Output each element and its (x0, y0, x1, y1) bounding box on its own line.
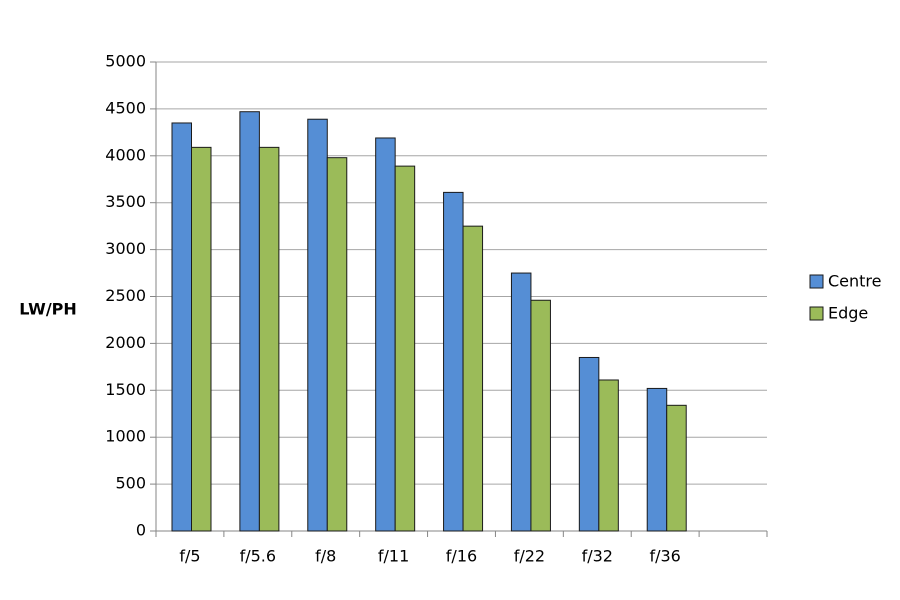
y-tick-label: 4000 (105, 145, 146, 164)
bar (307, 118, 328, 532)
y-tick-label: 3000 (105, 239, 146, 258)
bar (666, 404, 687, 532)
y-tick-label: 0 (136, 521, 146, 540)
bar (443, 191, 464, 532)
y-tick-label: 2000 (105, 333, 146, 352)
x-tick-label: f/16 (446, 547, 477, 566)
bar (394, 165, 416, 532)
legend-label: Edge (828, 304, 868, 323)
x-tick-label: f/32 (582, 547, 613, 566)
bar (171, 122, 192, 532)
legend-swatch (809, 306, 824, 321)
bar (239, 111, 260, 532)
legend-label: Centre (828, 272, 882, 291)
y-tick-label: 1500 (105, 380, 146, 399)
y-tick-label: 500 (115, 474, 146, 493)
x-tick-label: f/36 (649, 547, 680, 566)
y-tick-label: 5000 (105, 52, 146, 71)
bar (598, 379, 619, 532)
x-tick-label: f/5.6 (240, 547, 276, 566)
bar (510, 272, 532, 532)
x-tick-label: f/8 (315, 547, 336, 566)
bar (191, 146, 212, 532)
bar (530, 299, 551, 532)
x-tick-label: f/22 (514, 547, 545, 566)
bar (462, 225, 484, 532)
legend-swatch (809, 274, 824, 289)
y-tick-label: 2500 (105, 286, 146, 305)
y-tick-label: 3500 (105, 192, 146, 211)
bar (258, 146, 280, 532)
x-tick-label: f/5 (179, 547, 200, 566)
bar (578, 356, 600, 532)
bar (646, 387, 668, 532)
bar (326, 157, 348, 532)
y-axis-label: LW/PH (19, 300, 77, 319)
y-tick-label: 1000 (105, 427, 146, 446)
y-tick-label: 4500 (105, 98, 146, 117)
bar (375, 137, 396, 532)
x-tick-label: f/11 (378, 547, 409, 566)
